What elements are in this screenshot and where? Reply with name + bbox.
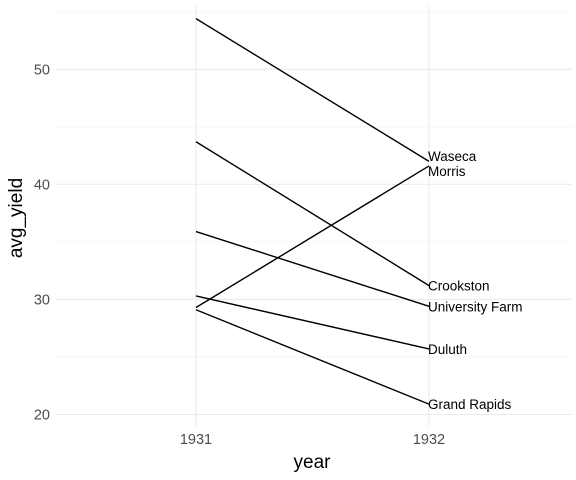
y-tick-label: 40 — [34, 177, 50, 193]
series-end-label: Waseca — [428, 149, 477, 164]
y-tick-label: 20 — [34, 407, 50, 423]
x-tick-label: 1932 — [413, 432, 445, 448]
series-lines — [195, 18, 430, 405]
grid — [56, 6, 572, 426]
series-line — [195, 230, 430, 307]
x-axis-title: year — [294, 452, 332, 473]
y-axis-title: avg_yield — [6, 178, 27, 258]
y-axis-ticks: 20 30 40 50 — [34, 62, 50, 423]
series-end-label: Grand Rapids — [428, 397, 512, 412]
x-axis-ticks: 1931 1932 — [180, 432, 445, 448]
y-tick-label: 30 — [34, 292, 50, 308]
series-line — [195, 295, 430, 350]
series-end-label: University Farm — [428, 299, 523, 314]
series-line — [195, 309, 430, 405]
x-tick-label: 1931 — [180, 432, 212, 448]
y-tick-label: 50 — [34, 62, 50, 78]
series-end-label: Duluth — [428, 342, 467, 357]
series-line — [195, 165, 430, 309]
series-end-label: Morris — [428, 164, 466, 179]
series-line — [195, 18, 430, 162]
series-end-label: Crookston — [428, 279, 490, 294]
series-line — [195, 141, 430, 287]
